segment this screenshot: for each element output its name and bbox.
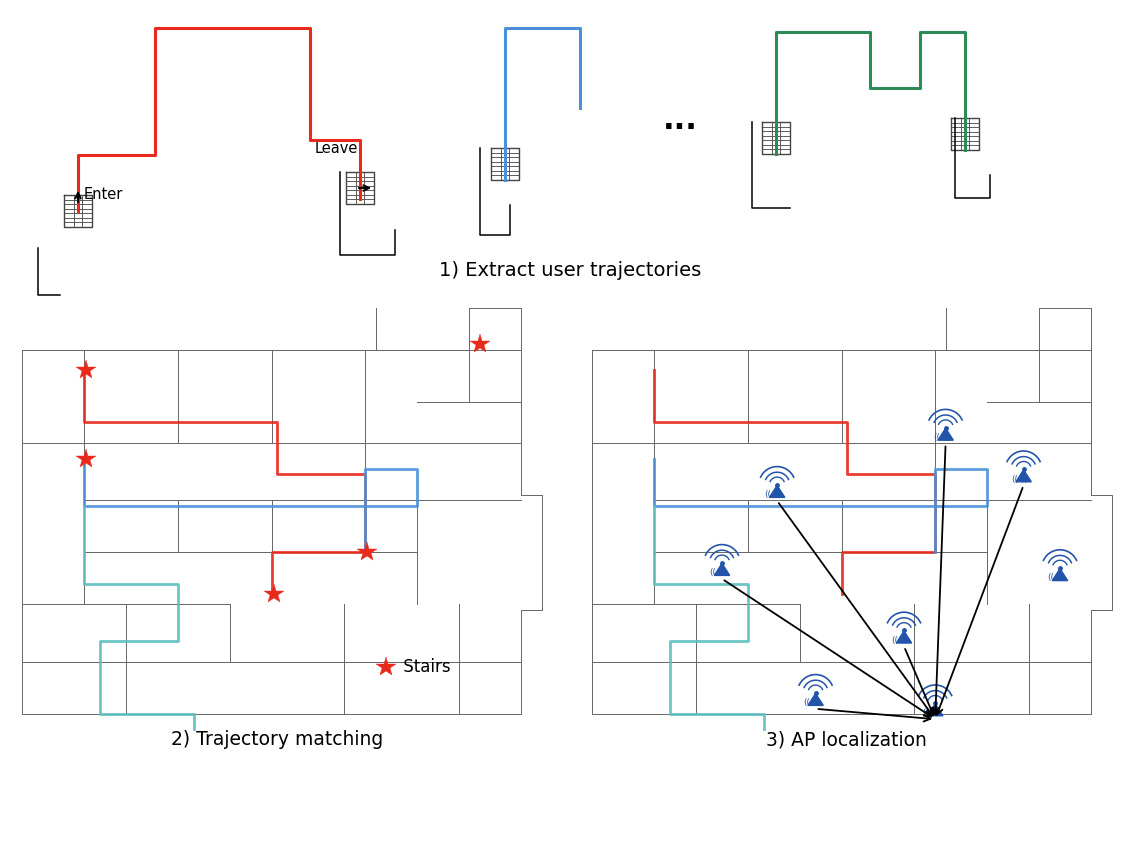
Text: ((·)): ((·)) bbox=[923, 709, 939, 717]
Text: ((·)): ((·)) bbox=[891, 636, 908, 644]
Polygon shape bbox=[769, 486, 785, 498]
Polygon shape bbox=[928, 704, 942, 716]
Polygon shape bbox=[1015, 469, 1031, 481]
Polygon shape bbox=[808, 694, 824, 706]
Text: Leave: Leave bbox=[315, 140, 358, 155]
Text: 1) Extract user trajectories: 1) Extract user trajectories bbox=[439, 261, 701, 279]
Text: ((·)): ((·)) bbox=[933, 433, 949, 441]
Text: ((·)): ((·)) bbox=[803, 698, 820, 707]
Text: ...: ... bbox=[663, 105, 697, 134]
Polygon shape bbox=[938, 428, 953, 440]
Text: ((·)): ((·)) bbox=[1011, 475, 1028, 483]
Polygon shape bbox=[1052, 569, 1068, 581]
Text: ((·)): ((·)) bbox=[710, 568, 727, 577]
Text: 2) Trajectory matching: 2) Trajectory matching bbox=[171, 730, 383, 749]
Text: 3) AP localization: 3) AP localization bbox=[767, 730, 928, 749]
Text: Enter: Enter bbox=[84, 187, 123, 201]
Text: ((·)): ((·)) bbox=[764, 490, 782, 499]
Text: ((·)): ((·)) bbox=[1047, 573, 1065, 582]
Text: Stairs: Stairs bbox=[398, 658, 451, 676]
Polygon shape bbox=[714, 564, 730, 576]
Polygon shape bbox=[897, 631, 912, 643]
